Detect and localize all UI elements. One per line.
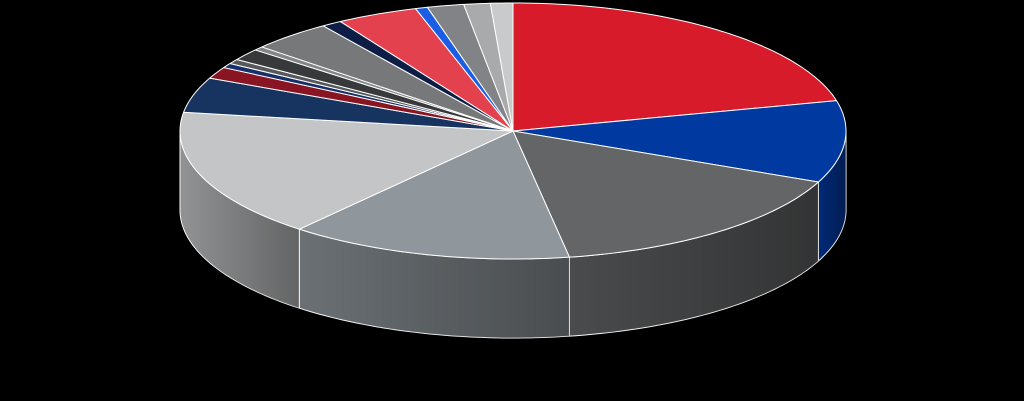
pie-slice-1 xyxy=(512,100,847,183)
pie-slice-side-shade-1 xyxy=(818,131,846,262)
pie-slice-side-shade-4 xyxy=(180,131,300,309)
pie-slice-0 xyxy=(512,2,837,132)
pie-slice-2 xyxy=(512,130,819,258)
pie-slice-3 xyxy=(298,130,570,260)
pie-slice-13 xyxy=(339,8,514,132)
pie-slice-16 xyxy=(463,2,514,132)
pie-slice-5 xyxy=(183,77,514,132)
pie-slice-side-shade-3 xyxy=(299,229,570,338)
pie-slice-9 xyxy=(236,49,514,132)
pie-slice-11 xyxy=(261,25,514,132)
pie-slices xyxy=(179,2,847,260)
pie-slice-15 xyxy=(426,3,514,132)
pie-sides xyxy=(179,130,847,339)
pie-slice-4 xyxy=(179,111,514,230)
pie-slice-17 xyxy=(489,2,514,132)
pie-slice-6 xyxy=(209,67,514,132)
pie-slice-side-shade-2 xyxy=(569,182,819,337)
